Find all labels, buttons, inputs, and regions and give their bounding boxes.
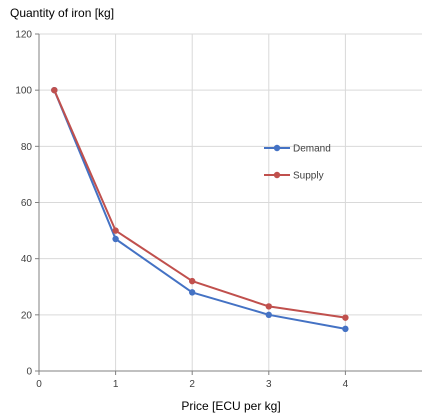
tick-labels: 0 20 40 60 80 100 120 0 1 2 3 4 [15, 30, 348, 391]
data-point-demand [112, 235, 119, 243]
x-tick-label: 3 [266, 379, 272, 390]
data-point-demand [342, 325, 349, 333]
data-point-demand [265, 311, 272, 319]
axes [35, 33, 422, 375]
legend-label-supply: Supply [293, 171, 324, 182]
y-tick-label: 20 [21, 310, 33, 321]
data-point-supply [265, 303, 272, 310]
data-point-supply [51, 86, 58, 94]
x-tick-label: 4 [343, 379, 349, 390]
legend-marker-demand [273, 144, 281, 152]
y-axis-title: Quantity of iron [kg] [10, 6, 114, 20]
series-line-supply [53, 89, 346, 319]
series [51, 86, 349, 333]
y-tick-label: 80 [21, 142, 33, 153]
y-tick-label: 120 [15, 30, 32, 41]
data-point-supply [112, 227, 119, 234]
grid-lines [39, 33, 422, 371]
y-tick-label: 60 [21, 198, 33, 209]
data-point-demand [189, 289, 196, 296]
x-axis-title: Price [ECU per kg] [181, 399, 280, 413]
legend: Demand Supply [264, 144, 331, 182]
x-tick-label: 1 [113, 379, 119, 390]
y-tick-label: 40 [21, 254, 33, 265]
x-tick-label: 2 [189, 379, 195, 390]
legend-label-demand: Demand [293, 144, 331, 155]
y-tick-label: 0 [26, 367, 32, 378]
legend-marker-supply [273, 171, 281, 179]
x-tick-label: 0 [36, 379, 42, 390]
data-point-supply [189, 277, 196, 285]
data-point-supply [342, 314, 349, 321]
y-tick-label: 100 [15, 86, 32, 97]
series-line-demand [53, 89, 346, 330]
